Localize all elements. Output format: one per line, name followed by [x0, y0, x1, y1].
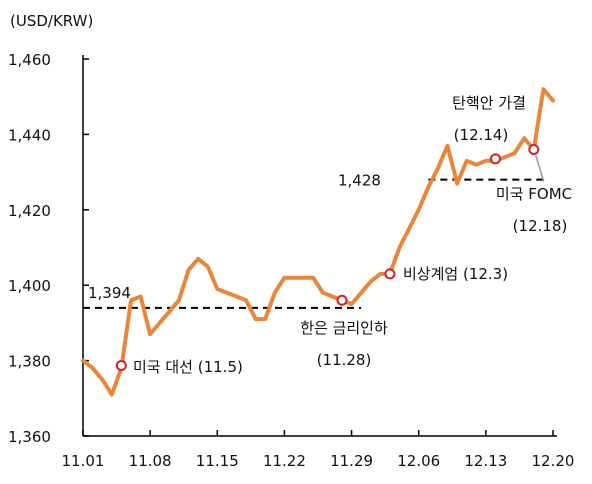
- reference-line-label: 1,394: [88, 284, 131, 302]
- event-marker: [115, 360, 127, 372]
- annotation-bok-cut-line2: (11.28): [317, 351, 372, 369]
- annotation-impeachment-line2: (12.14): [454, 126, 509, 144]
- y-tick-label: 1,420: [8, 202, 51, 220]
- annotation-fomc-line1: 미국 FOMC: [496, 185, 572, 203]
- x-tick-label: 11.15: [196, 452, 239, 470]
- y-axis: 1,460 1,440 1,420 1,400 1,380 1,360: [8, 51, 89, 446]
- x-tick-label: 12.06: [397, 452, 440, 470]
- y-tick-label: 1,400: [8, 277, 51, 295]
- event-marker: [528, 143, 540, 155]
- y-tick-label: 1,360: [8, 428, 51, 446]
- x-tick-label: 11.29: [330, 452, 373, 470]
- event-marker: [384, 268, 396, 280]
- x-tick-label: 11.22: [263, 452, 306, 470]
- annotation-fomc-line2: (12.18): [513, 217, 568, 235]
- x-tick-label: 12.20: [532, 452, 575, 470]
- y-tick-label: 1,440: [8, 126, 51, 144]
- x-tick-label: 12.13: [464, 452, 507, 470]
- fomc-leader-line: [535, 155, 545, 182]
- x-tick-label: 11.08: [129, 452, 172, 470]
- y-tick-label: 1,460: [8, 51, 51, 69]
- annotation-bok-cut-line1: 한은 금리인하: [300, 319, 388, 337]
- event-marker: [489, 153, 501, 165]
- y-tick-label: 1,380: [8, 353, 51, 371]
- annotation-impeachment-line1: 탄핵안 가결: [452, 94, 526, 112]
- unit-label: (USD/KRW): [10, 12, 93, 30]
- event-markers: [115, 143, 540, 372]
- x-tick-label: 11.01: [62, 452, 105, 470]
- reference-lines: 1,394 1,428: [83, 155, 545, 309]
- annotation-martial-law: 비상계엄 (12.3): [403, 265, 508, 283]
- x-axis: 11.01 11.08 11.15 11.22 11.29 12.06 12.13 12.20: [62, 430, 575, 470]
- annotation-us-election: 미국 대선 (11.5): [133, 358, 243, 376]
- reference-line-label: 1,428: [338, 172, 381, 190]
- series-layer: [81, 87, 555, 397]
- series-line: [81, 87, 555, 397]
- event-marker: [336, 294, 348, 306]
